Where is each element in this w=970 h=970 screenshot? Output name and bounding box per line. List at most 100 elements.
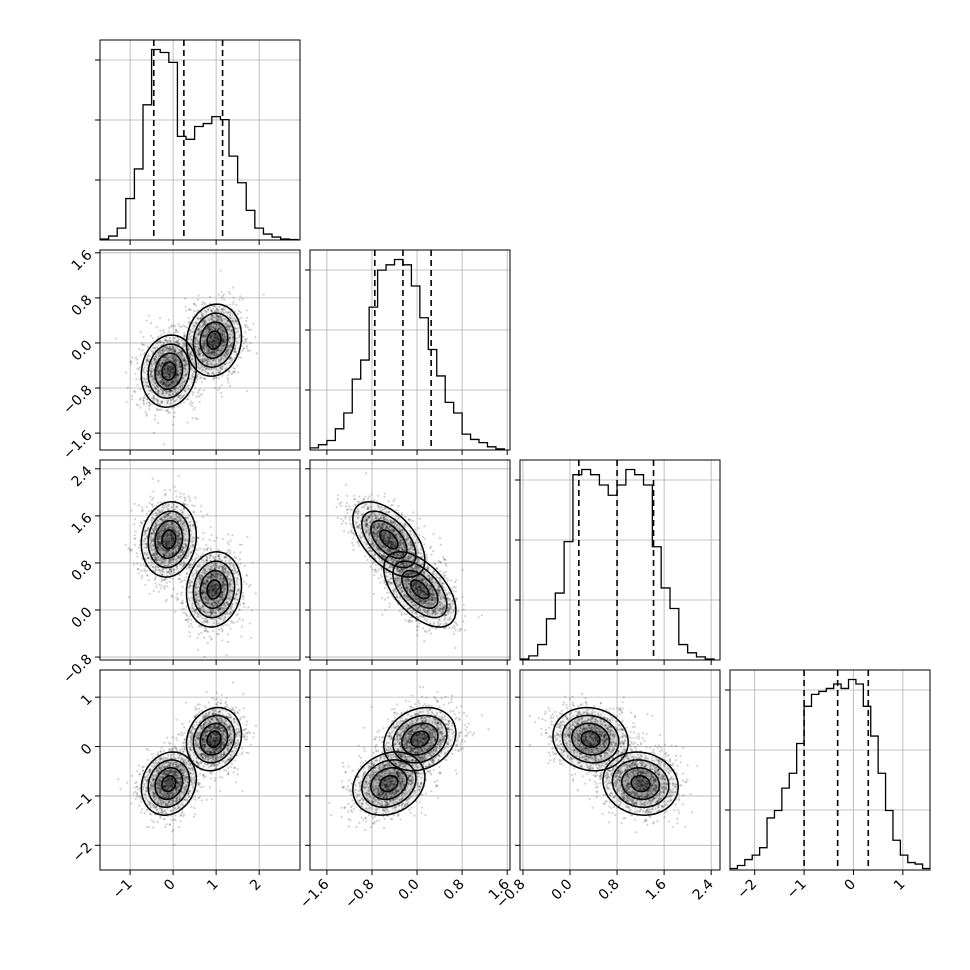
sample-point [172,349,175,352]
sample-point [200,376,203,380]
sample-point [207,368,211,371]
panel-content [100,250,300,450]
sample-point [142,396,145,400]
sample-point [210,324,213,328]
sample-point [179,363,182,366]
sample-point [203,629,206,633]
sample-point [170,389,173,392]
sample-point [211,340,214,343]
sample-point [221,342,224,345]
sample-point [157,381,161,384]
sample-point [169,365,172,368]
sample-point [175,340,178,343]
sample-point [168,348,171,351]
sample-point [165,382,168,385]
sample-point [200,316,203,319]
sample-point [200,358,203,361]
sample-point [203,320,206,323]
sample-point [166,380,169,383]
sample-point [207,327,210,330]
sample-point [172,398,175,401]
sample-point [215,316,218,319]
sample-point [216,335,219,339]
sample-point [220,346,223,350]
sample-point [156,366,159,369]
sample-point [207,349,210,352]
sample-point [166,391,169,394]
sample-point [220,327,223,330]
sample-point [209,340,212,343]
sample-point [245,390,248,393]
sample-point [218,324,221,327]
histogram-step [100,48,299,240]
sample-point [170,389,174,392]
sample-point [176,373,179,377]
sample-point [203,344,206,347]
sample-point [181,342,184,345]
sample-point [165,345,168,348]
sample-point [224,368,227,371]
histogram-panel-0 [95,39,301,245]
sample-point [225,327,229,330]
sample-point [232,320,235,324]
sample-point [171,345,174,348]
sample-point [197,373,200,376]
sample-point [169,332,172,335]
sample-point [202,323,205,326]
sample-point [172,359,176,362]
sample-point [167,384,170,388]
sample-point [233,556,236,559]
sample-point [164,389,167,392]
sample-point [164,357,167,360]
sample-point [166,370,169,373]
sample-point [226,324,229,328]
sample-point [159,587,162,590]
sample-point [186,620,190,623]
sample-point [239,551,242,554]
sample-point [219,358,222,361]
sample-point [158,340,161,344]
sample-point [168,375,171,378]
sample-point [243,564,246,567]
sample-point [173,382,176,386]
sample-point [182,493,186,496]
sample-point [175,372,178,375]
sample-point [204,330,207,333]
sample-point [225,352,228,355]
sample-point [178,385,181,389]
sample-point [221,337,225,341]
sample-point [224,325,228,328]
sample-point [162,341,165,344]
sample-point [193,364,196,367]
sample-point [229,313,232,317]
sample-point [161,378,164,381]
sample-point [176,351,179,355]
sample-point [202,339,205,343]
sample-point [141,342,144,346]
sample-point [214,327,217,330]
sample-point [233,322,236,326]
sample-point [171,374,174,377]
sample-point [182,344,185,347]
sample-point [223,341,227,344]
sample-point [199,375,202,378]
sample-point [213,345,216,348]
sample-point [238,334,241,337]
sample-point [201,357,204,361]
sample-point [212,342,215,345]
sample-point [203,359,206,362]
sample-point [194,347,197,350]
sample-point [202,322,205,325]
sample-point [183,364,186,367]
sample-point [214,353,217,357]
sample-point [205,310,208,313]
sample-point [206,642,209,645]
sample-point [244,325,247,329]
sample-point [227,311,230,314]
sample-point [164,494,167,497]
sample-point [173,383,176,386]
sample-point [204,369,207,372]
sample-point [206,326,209,329]
sample-point [199,325,202,329]
sample-point [230,343,233,346]
